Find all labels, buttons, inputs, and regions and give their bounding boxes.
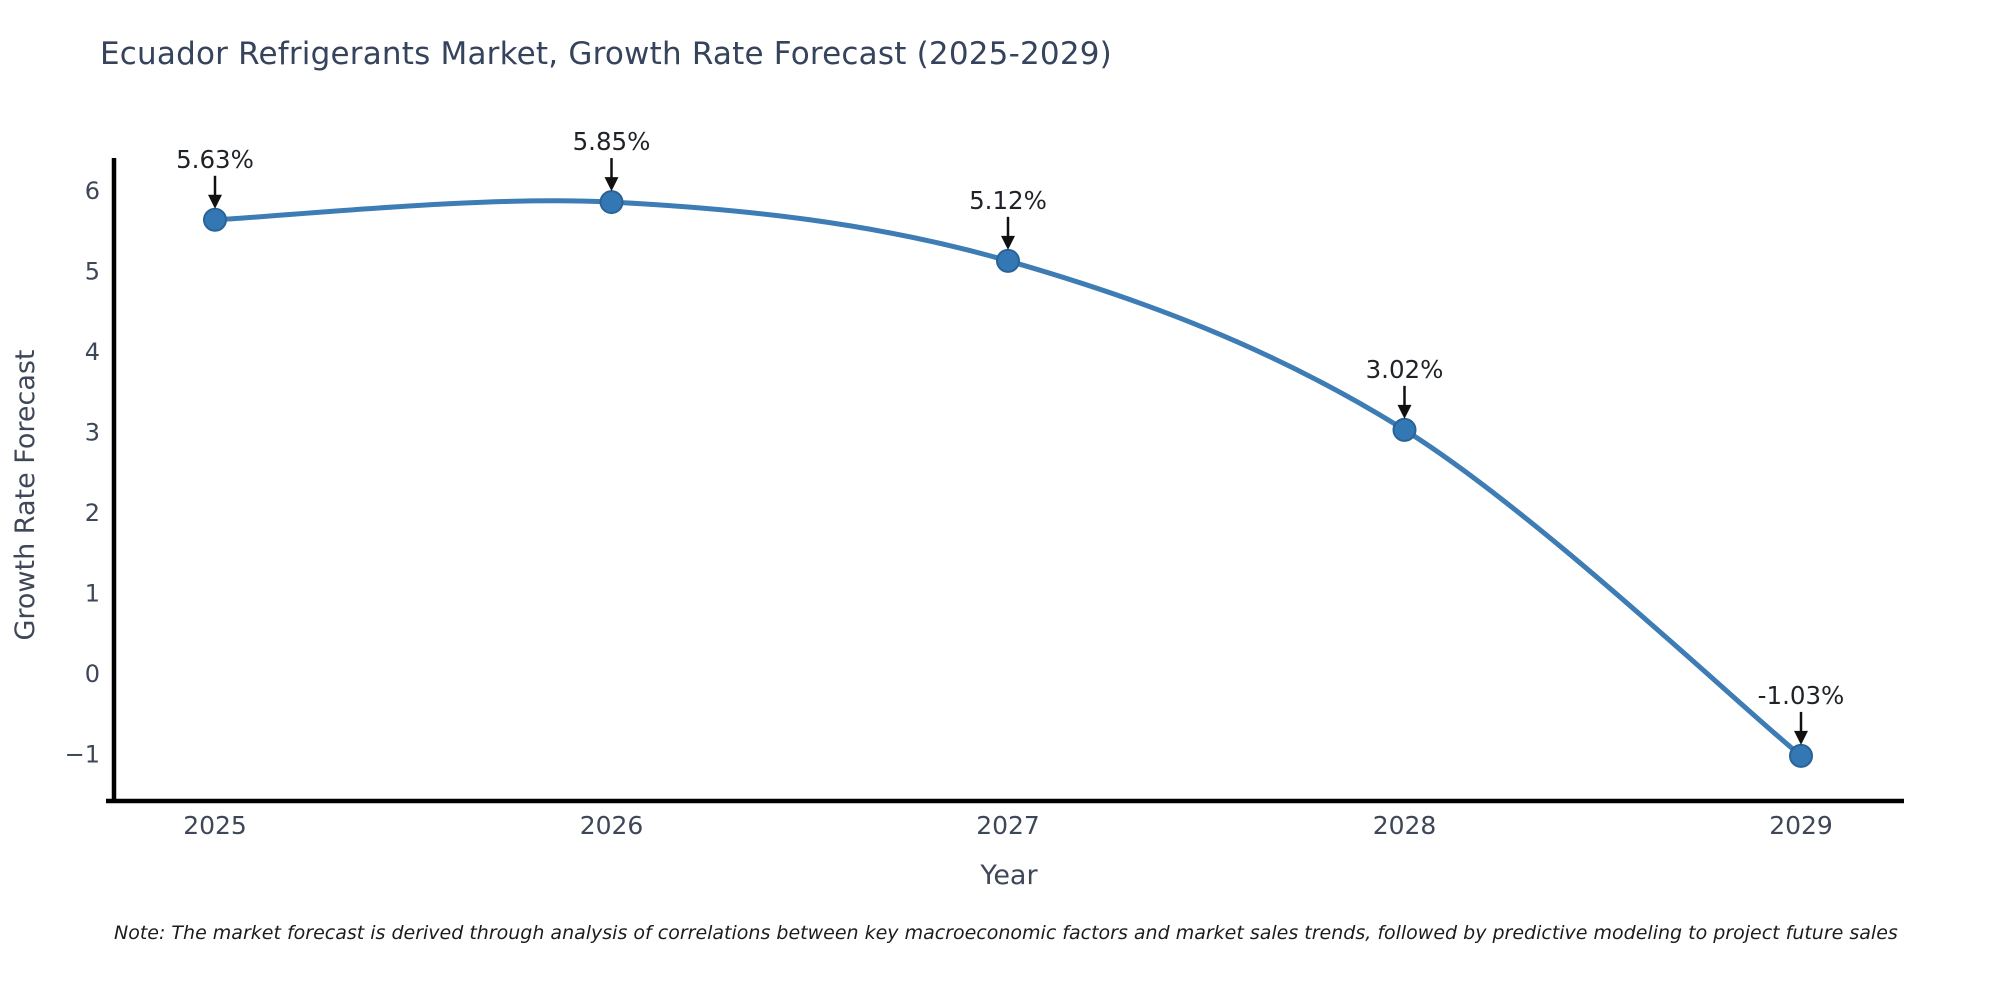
y-axis-title: Growth Rate Forecast	[10, 349, 41, 640]
y-tick-label: 6	[85, 177, 100, 205]
point-value-label: 5.63%	[176, 145, 254, 174]
series-line	[212, 198, 1804, 759]
point-value-label: -1.03%	[1758, 681, 1845, 710]
y-tick-label: 2	[85, 499, 100, 527]
x-tick-label: 2027	[976, 811, 1040, 840]
point-value-label: 5.85%	[573, 127, 651, 156]
point-value-label: 3.02%	[1366, 355, 1444, 384]
data-point	[996, 248, 1020, 273]
x-tick-label: 2028	[1373, 811, 1437, 840]
annotation-arrowhead-icon	[1397, 404, 1412, 419]
chart-title: Ecuador Refrigerants Market, Growth Rate…	[100, 36, 1112, 72]
footnote: Note: The market forecast is derived thr…	[114, 922, 1898, 944]
y-tick-label: 3	[85, 419, 100, 447]
y-tick-label: 4	[85, 338, 100, 366]
data-point	[1789, 743, 1813, 768]
annotation-arrowhead-icon	[1794, 730, 1808, 745]
annotation-arrowhead-icon	[604, 177, 619, 192]
y-tick-label: 1	[85, 580, 100, 608]
data-point	[599, 190, 624, 215]
annotation-arrowhead-icon	[208, 194, 222, 209]
point-value-label: 5.12%	[969, 186, 1047, 215]
y-tick-label: −1	[65, 741, 100, 769]
x-tick-label: 2026	[580, 811, 644, 840]
x-axis-title: Year	[979, 860, 1038, 891]
x-tick-label: 2029	[1769, 811, 1833, 840]
y-tick-label: 0	[85, 660, 100, 688]
y-tick-label: 5	[85, 258, 100, 286]
annotation-arrowhead-icon	[1001, 235, 1015, 250]
x-tick-label: 2025	[183, 811, 247, 840]
data-point	[1392, 417, 1417, 442]
data-point	[203, 207, 227, 232]
